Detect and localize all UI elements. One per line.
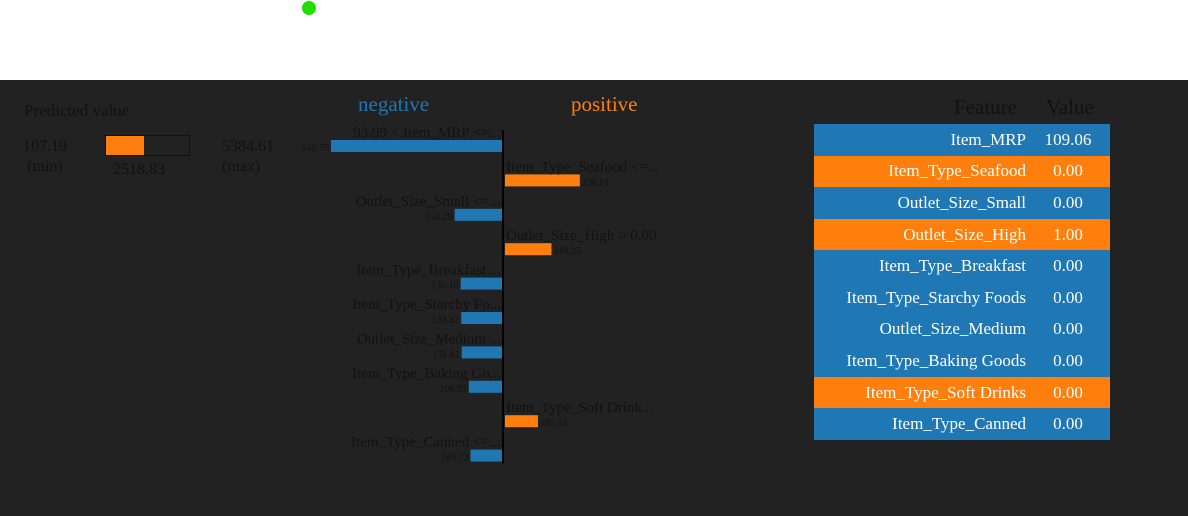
table-cell-feature: Outlet_Size_Medium: [879, 319, 1026, 339]
table-row: Item_Type_Breakfast 0.00: [814, 250, 1110, 282]
predicted-value-fill: [106, 136, 144, 155]
chart-bar: [331, 140, 503, 152]
chart-bar-label: 93.99 < Item_MRP <=...: [353, 125, 501, 141]
table-cell-value: 0.00: [1053, 319, 1083, 339]
table-cell-value: 0.00: [1053, 192, 1083, 212]
chart-bar-value: 133.42: [432, 315, 460, 326]
table-cell-feature: Item_Type_Starchy Foods: [846, 287, 1026, 307]
chart-bar-value: 154.29: [425, 212, 453, 223]
predicted-min-value: 107.19: [23, 138, 67, 155]
predicted-value: 2518.83: [113, 161, 165, 178]
chart-bar: [470, 449, 503, 462]
table-row: Item_Type_Canned 0.00: [814, 408, 1110, 440]
predicted-value-title: Predicted value: [24, 101, 130, 120]
explanation-panel: Predicted value 107.19 (min) 2518.83 538…: [0, 80, 1188, 516]
chart-bar: [505, 243, 552, 256]
chart-bar: [461, 346, 503, 359]
table-cell-value: 109.06: [1044, 129, 1092, 149]
table-header-feature: Feature: [954, 95, 1017, 119]
table-cell-feature: Item_MRP: [950, 129, 1026, 149]
status-dot: [302, 1, 316, 15]
table-cell-feature: Item_Type_Canned: [892, 414, 1026, 434]
chart-bar: [505, 415, 538, 428]
chart-bar-label: Outlet_Size_Medium ...: [357, 331, 501, 347]
negative-header: negative: [358, 92, 430, 116]
table-cell-feature: Item_Type_Baking Goods: [846, 350, 1026, 370]
chart-bar: [460, 277, 503, 290]
chart-bar-value: 103.73: [441, 453, 469, 464]
chart-bar-label: Outlet_Size_High > 0.00: [506, 228, 657, 244]
table-cell-feature: Item_Type_Seafood: [888, 161, 1026, 181]
predicted-min-label: (min): [27, 158, 63, 175]
contribution-chart: 93.99 < Item_MRP <=... 548.79 Item_Type_Se…: [302, 125, 659, 464]
predicted-min: 107.19 (min): [23, 137, 67, 177]
chart-bar-label: Item_Type_Seafood <=...: [506, 159, 659, 175]
table-cell-value: 0.00: [1053, 382, 1083, 402]
predicted-max: 5384.61 (max): [222, 137, 274, 177]
predicted-value-bar: [105, 135, 190, 156]
table-cell-value: 0.00: [1053, 414, 1083, 434]
predicted-max-value: 5384.61: [222, 138, 274, 155]
feature-value-table: Item_MRP 109.06 Item_Type_Seafood 0.00 Outle…: [814, 124, 1110, 440]
table-cell-feature: Outlet_Size_Small: [897, 192, 1026, 212]
chart-bar-value: 131.81: [432, 349, 460, 360]
table-cell-value: 0.00: [1053, 256, 1083, 276]
chart-bar: [468, 380, 503, 393]
chart-bar: [461, 312, 503, 324]
chart-bar-value: 548.79: [302, 143, 330, 154]
table-cell-feature: Outlet_Size_High: [903, 224, 1026, 244]
chart-bar-label: Item_Type_Breakfast ...: [356, 263, 501, 279]
table-row: Outlet_Size_Small 0.00: [814, 187, 1110, 219]
table-cell-value: 0.00: [1053, 287, 1083, 307]
table-row: Item_Type_Seafood 0.00: [814, 155, 1110, 188]
table-row: Item_Type_Starchy Foods 0.00: [814, 281, 1110, 314]
table-header-value: Value: [1046, 95, 1094, 119]
table-cell-value: 0.00: [1053, 350, 1083, 370]
chart-bar-value: 105.15: [540, 418, 568, 429]
positive-header: positive: [571, 92, 638, 116]
table-cell-feature: Item_Type_Soft Drinks: [865, 382, 1026, 402]
table-cell-feature: Item_Type_Breakfast: [878, 256, 1026, 276]
table-row: Item_Type_Soft Drinks 0.00: [814, 376, 1110, 409]
table-row: Outlet_Size_Medium 0.00: [814, 313, 1110, 346]
table-row: Item_Type_Baking Goods 0.00: [814, 345, 1110, 377]
table-cell-value: 1.00: [1053, 224, 1083, 244]
chart-bar: [454, 208, 503, 221]
chart-bar-label: Outlet_Size_Small <=...: [356, 194, 501, 210]
chart-bar: [505, 174, 580, 187]
table-cell-value: 0.00: [1053, 161, 1083, 181]
chart-bar-label: Item_Type_Baking Go...: [352, 366, 501, 382]
chart-bar-label: Item_Type_Starchy Fo...: [352, 297, 501, 313]
table-row: Item_MRP 109.06: [814, 124, 1110, 156]
chart-bar-value: 148.25: [553, 246, 581, 257]
predicted-max-label: (max): [222, 158, 261, 175]
chart-bar-value: 238.81: [582, 177, 610, 188]
chart-bar-label: Item_Type_Canned <=...: [351, 435, 501, 451]
chart-bar-value: 135.10: [431, 281, 459, 292]
table-row: Outlet_Size_High 1.00: [814, 218, 1110, 251]
chart-bar-value: 108.95: [439, 384, 467, 395]
chart-bar-label: Item_Type_Soft Drink...: [506, 400, 653, 416]
